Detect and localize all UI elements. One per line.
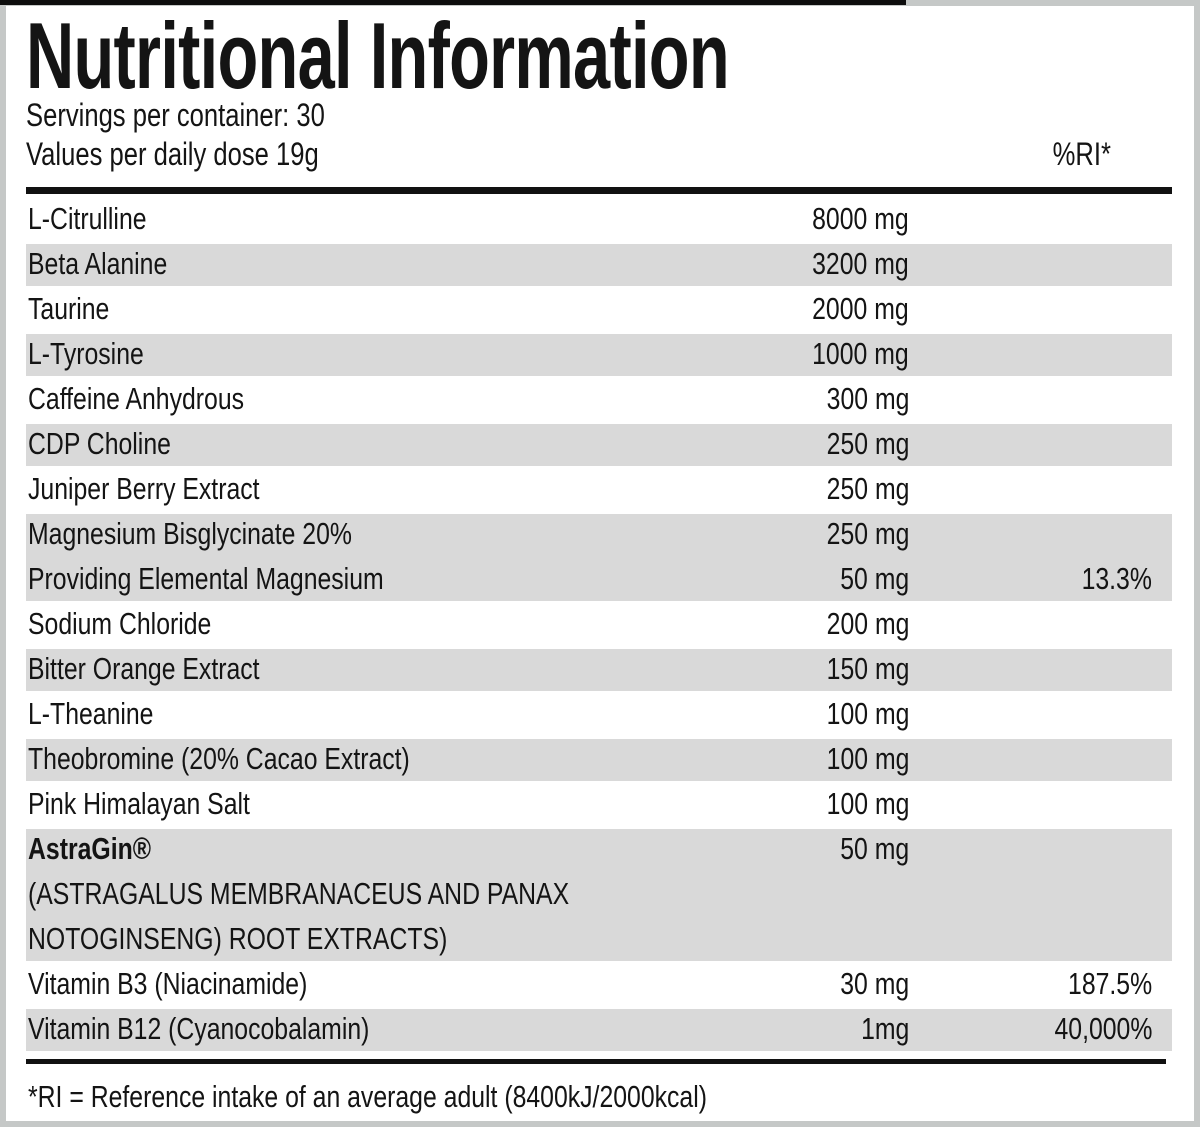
dose-row: Values per daily dose 19g %RI* — [26, 135, 1172, 174]
page-title-text: Nutritional Information — [26, 3, 730, 108]
amount-value: 100 mg — [826, 695, 909, 731]
ri-value — [909, 201, 1172, 237]
amount-value: 250 mg — [826, 515, 909, 551]
amount-value: 200 mg — [826, 605, 909, 641]
amount-value: 1mg — [860, 1010, 909, 1046]
ingredient-name: Sodium Chloride — [28, 605, 212, 641]
ingredient-name: L-Citrulline — [28, 200, 147, 236]
table-row: L-Tyrosine 1000 mg — [26, 331, 1172, 376]
table-row: Juniper Berry Extract 250 mg — [26, 466, 1172, 511]
ri-value — [909, 831, 1172, 867]
ingredient-name: Providing Elemental Magnesium — [28, 560, 384, 596]
ri-value — [909, 246, 1172, 282]
table-row: Bitter Orange Extract 150 mg — [26, 646, 1172, 691]
ri-value: 40,000% — [1054, 1010, 1152, 1046]
ingredient-name: Caffeine Anhydrous — [28, 380, 245, 416]
amount-value: 250 mg — [826, 425, 909, 461]
amount-value: 100 mg — [826, 740, 909, 776]
table-row: Vitamin B3 (Niacinamide) 30 mg 187.5% — [26, 961, 1172, 1006]
ri-footnote: *RI = Reference intake of an average adu… — [28, 1079, 707, 1114]
ri-value: 187.5% — [1067, 965, 1152, 1001]
footer-divider — [26, 1059, 1166, 1064]
table-row: Sodium Chloride 200 mg — [26, 601, 1172, 646]
ingredient-name: AstraGin® — [28, 830, 152, 866]
servings-line: Servings per container: 30 — [26, 97, 325, 133]
ri-value — [909, 741, 1172, 777]
amount-value: 50 mg — [840, 830, 909, 866]
ri-value — [909, 921, 1172, 957]
ri-value — [909, 471, 1172, 507]
table-row: Magnesium Bisglycinate 20% 250 mg — [26, 511, 1172, 556]
amount-value: 50 mg — [840, 560, 909, 596]
table-row: L-Theanine 100 mg — [26, 691, 1172, 736]
amount-value: 150 mg — [826, 650, 909, 686]
table-row: Pink Himalayan Salt 100 mg — [26, 781, 1172, 826]
ri-value: 13.3% — [1081, 560, 1152, 596]
ri-value — [909, 336, 1172, 372]
amount-value: 250 mg — [826, 470, 909, 506]
ri-value — [909, 876, 1172, 912]
ingredient-name: Theobromine (20% Cacao Extract) — [28, 740, 410, 776]
amount-value: 100 mg — [826, 785, 909, 821]
ingredient-name: L-Tyrosine — [28, 335, 144, 371]
page-title: Nutritional Information — [26, 3, 1172, 108]
ri-value — [909, 381, 1172, 417]
amount-value: 30 mg — [840, 965, 909, 1001]
header-divider — [26, 187, 1172, 194]
ingredient-name: NOTOGINSENG) ROOT EXTRACTS) — [28, 920, 448, 956]
table-row: Providing Elemental Magnesium 50 mg 13.3… — [26, 556, 1172, 601]
top-accent-bar — [0, 0, 906, 5]
ri-value — [909, 516, 1172, 552]
ingredient-name: Beta Alanine — [28, 245, 168, 281]
ri-value — [909, 696, 1172, 732]
table-row: Taurine 2000 mg — [26, 286, 1172, 331]
table-row: AstraGin® 50 mg — [26, 826, 1172, 871]
table-row: Beta Alanine 3200 mg — [26, 241, 1172, 286]
nutrition-table: L-Citrulline 8000 mg Beta Alanine 3200 m… — [26, 196, 1172, 1051]
amount-value: 1000 mg — [812, 335, 909, 371]
ri-value — [909, 426, 1172, 462]
ingredient-name: Taurine — [28, 290, 110, 326]
ingredient-name: Vitamin B3 (Niacinamide) — [28, 965, 308, 1001]
ingredient-name: Juniper Berry Extract — [28, 470, 260, 506]
ingredient-name: Pink Himalayan Salt — [28, 785, 250, 821]
ri-value — [909, 786, 1172, 822]
ingredient-name: Bitter Orange Extract — [28, 650, 260, 686]
ingredient-name: (ASTRAGALUS MEMBRANACEUS AND PANAX — [28, 875, 570, 911]
amount-value: 3200 mg — [812, 245, 909, 281]
ri-value — [909, 291, 1172, 327]
ingredient-name: Magnesium Bisglycinate 20% — [28, 515, 352, 551]
dose-line: Values per daily dose 19g — [26, 136, 319, 172]
table-row: Caffeine Anhydrous 300 mg — [26, 376, 1172, 421]
table-row: (ASTRAGALUS MEMBRANACEUS AND PANAX — [26, 871, 1172, 916]
table-row: L-Citrulline 8000 mg — [26, 196, 1172, 241]
table-row: Vitamin B12 (Cyanocobalamin) 1mg 40,000% — [26, 1006, 1172, 1051]
table-row: Theobromine (20% Cacao Extract) 100 mg — [26, 736, 1172, 781]
amount-value: 2000 mg — [812, 290, 909, 326]
nutrition-panel: Nutritional Information Servings per con… — [6, 6, 1194, 1121]
amount-value: 300 mg — [826, 380, 909, 416]
ingredient-name: Vitamin B12 (Cyanocobalamin) — [28, 1010, 370, 1046]
amount-value — [739, 876, 909, 912]
table-row: CDP Choline 250 mg — [26, 421, 1172, 466]
ri-value — [909, 606, 1172, 642]
amount-value: 8000 mg — [812, 200, 909, 236]
ri-value — [909, 651, 1172, 687]
ri-column-header: %RI* — [1052, 136, 1111, 172]
table-row: NOTOGINSENG) ROOT EXTRACTS) — [26, 916, 1172, 961]
ingredient-name: CDP Choline — [28, 425, 171, 461]
amount-value — [739, 921, 909, 957]
ingredient-name: L-Theanine — [28, 695, 154, 731]
